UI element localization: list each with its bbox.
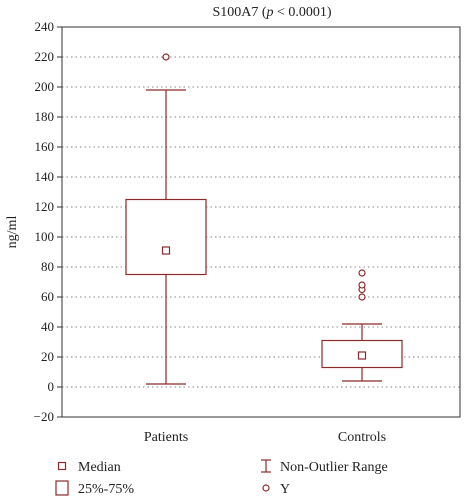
title-main: S100A7 ( (212, 5, 266, 20)
legend: Median Non-Outlier Range 25%-75% Y (55, 459, 388, 497)
outlier-point (358, 281, 366, 289)
iqr-box (125, 198, 207, 276)
y-axis-ticks: −20 0 20 40 60 80 100 120 140 160 180 200 220 240 (34, 19, 62, 424)
y-tick-label: −20 (34, 409, 54, 424)
legend-label: Y (280, 482, 290, 497)
legend-median-symbol (57, 461, 67, 471)
y-tick-label: 200 (35, 79, 55, 94)
legend-label: 25%-75% (78, 482, 134, 497)
box-group-patients (125, 53, 207, 385)
title-p: p (266, 5, 274, 20)
y-tick-label: 120 (35, 199, 55, 214)
y-axis-label: ng/ml (5, 216, 20, 249)
y-tick-label: 40 (41, 319, 54, 334)
median-marker (161, 246, 171, 255)
box-groups (125, 53, 403, 385)
outlier-point (162, 53, 170, 61)
legend-item: 25%-75% (55, 480, 134, 497)
legend-box-symbol (55, 480, 69, 496)
x-category-label: Controls (338, 430, 386, 445)
y-tick-label: 0 (48, 379, 55, 394)
x-axis-categories: Patients Controls (144, 430, 386, 445)
legend-item: Y (262, 482, 290, 497)
y-tick-label: 100 (35, 229, 55, 244)
chart-title: S100A7 (p < 0.0001) (212, 5, 331, 20)
y-tick-label: 220 (35, 49, 55, 64)
y-tick-label: 140 (35, 169, 55, 184)
median-marker (357, 351, 367, 360)
legend-item: Non-Outlier Range (261, 459, 388, 475)
outlier-point (358, 293, 366, 301)
y-tick-label: 80 (41, 259, 54, 274)
legend-outlier-symbol (262, 484, 270, 492)
y-tick-label: 240 (35, 19, 55, 34)
y-tick-label: 20 (41, 349, 54, 364)
x-category-label: Patients (144, 430, 188, 445)
y-tick-label: 60 (41, 289, 54, 304)
title-rest: < 0.0001) (274, 5, 332, 20)
plot-frame (61, 26, 461, 418)
box-group-controls (321, 269, 403, 382)
legend-label: Non-Outlier Range (280, 460, 388, 475)
outlier-point (358, 269, 366, 277)
iqr-box (321, 339, 403, 369)
legend-item: Median (57, 460, 121, 475)
y-tick-label: 180 (35, 109, 55, 124)
legend-label: Median (78, 460, 121, 475)
y-tick-label: 160 (35, 139, 55, 154)
gridlines (62, 56, 460, 388)
